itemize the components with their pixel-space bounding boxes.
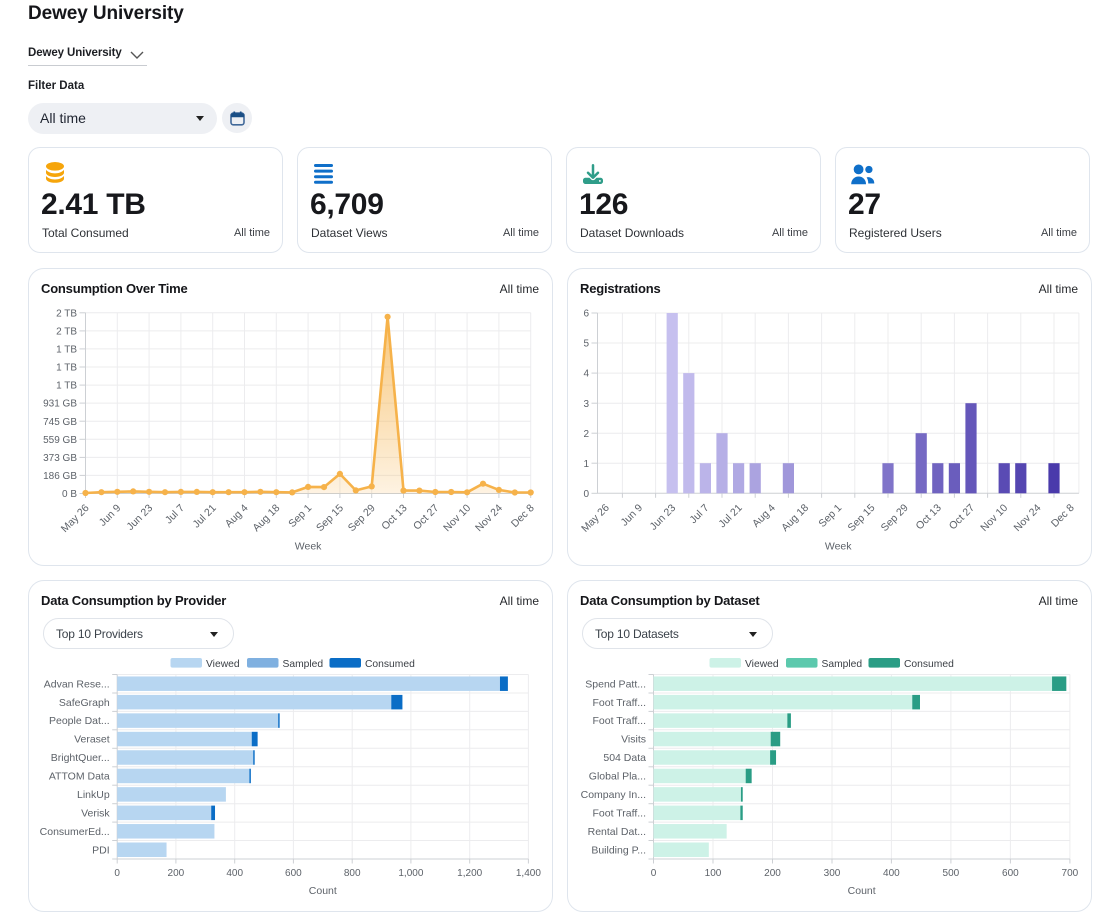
svg-text:Veraset: Veraset — [74, 734, 110, 746]
svg-text:Aug 4: Aug 4 — [223, 502, 251, 530]
svg-text:Foot Traff...: Foot Traff... — [593, 715, 647, 727]
svg-text:Oct 13: Oct 13 — [914, 502, 944, 532]
svg-text:Sampled: Sampled — [283, 659, 324, 670]
svg-text:Jul 21: Jul 21 — [716, 502, 744, 530]
svg-text:600: 600 — [285, 868, 302, 879]
svg-text:Viewed: Viewed — [745, 659, 779, 670]
svg-text:Verisk: Verisk — [81, 808, 110, 820]
svg-text:Foot Traff...: Foot Traff... — [593, 808, 647, 820]
svg-text:Sampled: Sampled — [822, 659, 863, 670]
svg-text:1 TB: 1 TB — [56, 363, 77, 374]
svg-text:400: 400 — [883, 868, 900, 879]
svg-text:ConsumerEd...: ConsumerEd... — [40, 826, 110, 838]
svg-text:931 GB: 931 GB — [43, 399, 77, 410]
svg-text:0: 0 — [114, 868, 120, 879]
svg-text:Jun 9: Jun 9 — [618, 502, 645, 529]
svg-text:Aug 4: Aug 4 — [750, 502, 778, 530]
svg-text:5: 5 — [583, 339, 589, 350]
svg-text:Jul 21: Jul 21 — [191, 502, 219, 530]
svg-text:Visits: Visits — [621, 734, 646, 746]
svg-text:800: 800 — [344, 868, 361, 879]
svg-text:Jun 23: Jun 23 — [124, 502, 155, 533]
svg-text:Sep 15: Sep 15 — [314, 502, 346, 534]
svg-text:Nov 24: Nov 24 — [473, 502, 505, 534]
svg-text:Building P...: Building P... — [591, 844, 646, 856]
svg-text:Jun 23: Jun 23 — [648, 502, 679, 533]
svg-text:Nov 10: Nov 10 — [441, 502, 473, 534]
svg-text:2 TB: 2 TB — [56, 327, 77, 338]
svg-text:200: 200 — [168, 868, 185, 879]
svg-text:Advan Rese...: Advan Rese... — [44, 678, 110, 690]
svg-text:Jul 7: Jul 7 — [163, 502, 187, 526]
svg-text:Dec 8: Dec 8 — [509, 502, 537, 530]
svg-text:Count: Count — [309, 885, 337, 897]
svg-text:200: 200 — [764, 868, 781, 879]
svg-text:504 Data: 504 Data — [603, 752, 646, 764]
svg-text:0: 0 — [583, 489, 589, 500]
svg-text:Week: Week — [825, 541, 852, 553]
svg-text:100: 100 — [705, 868, 722, 879]
svg-text:Jul 7: Jul 7 — [687, 502, 711, 526]
svg-text:Nov 10: Nov 10 — [978, 502, 1010, 534]
svg-text:600: 600 — [1002, 868, 1019, 879]
svg-text:Oct 13: Oct 13 — [379, 502, 409, 532]
svg-text:Consumed: Consumed — [365, 659, 415, 670]
svg-text:Rental Dat...: Rental Dat... — [588, 826, 646, 838]
svg-text:People Dat...: People Dat... — [49, 715, 110, 727]
svg-text:1: 1 — [583, 459, 589, 470]
svg-text:Sep 29: Sep 29 — [879, 502, 911, 534]
svg-text:500: 500 — [943, 868, 960, 879]
svg-text:Aug 18: Aug 18 — [779, 502, 811, 534]
svg-text:May 26: May 26 — [59, 502, 92, 535]
svg-text:1 TB: 1 TB — [56, 381, 77, 392]
svg-text:Viewed: Viewed — [206, 659, 240, 670]
svg-text:559 GB: 559 GB — [43, 435, 77, 446]
svg-text:300: 300 — [824, 868, 841, 879]
svg-text:SafeGraph: SafeGraph — [59, 697, 110, 709]
svg-text:2: 2 — [583, 429, 589, 440]
svg-text:Sep 1: Sep 1 — [286, 502, 314, 530]
svg-text:745 GB: 745 GB — [43, 417, 77, 428]
svg-text:Foot Traff...: Foot Traff... — [593, 697, 647, 709]
svg-text:2 TB: 2 TB — [56, 308, 77, 319]
svg-text:1 TB: 1 TB — [56, 345, 77, 356]
svg-text:3: 3 — [583, 399, 589, 410]
svg-text:Oct 27: Oct 27 — [411, 502, 441, 532]
svg-text:ATTOM Data: ATTOM Data — [49, 771, 110, 783]
svg-text:Company In...: Company In... — [581, 789, 646, 801]
svg-text:400: 400 — [226, 868, 243, 879]
svg-text:Consumed: Consumed — [904, 659, 954, 670]
svg-text:Sep 1: Sep 1 — [816, 502, 844, 530]
svg-text:Aug 18: Aug 18 — [250, 502, 282, 534]
svg-text:Sep 15: Sep 15 — [846, 502, 878, 534]
svg-text:1,400: 1,400 — [516, 868, 541, 879]
svg-text:Week: Week — [295, 541, 322, 553]
svg-text:0: 0 — [651, 868, 657, 879]
svg-text:6: 6 — [583, 309, 589, 320]
svg-text:4: 4 — [583, 369, 589, 380]
svg-text:Oct 27: Oct 27 — [947, 502, 977, 532]
svg-text:BrightQuer...: BrightQuer... — [51, 752, 110, 764]
svg-text:1,200: 1,200 — [457, 868, 482, 879]
svg-text:LinkUp: LinkUp — [77, 789, 110, 801]
svg-text:Spend Patt...: Spend Patt... — [585, 678, 646, 690]
svg-text:0 B: 0 B — [62, 489, 77, 500]
svg-text:Dec 8: Dec 8 — [1049, 502, 1077, 530]
svg-text:700: 700 — [1062, 868, 1079, 879]
svg-text:186 GB: 186 GB — [43, 471, 77, 482]
svg-text:PDI: PDI — [92, 844, 110, 856]
svg-text:Count: Count — [848, 885, 876, 897]
svg-text:Global Pla...: Global Pla... — [589, 771, 646, 783]
svg-text:Sep 29: Sep 29 — [346, 502, 378, 534]
svg-text:Nov 24: Nov 24 — [1012, 502, 1044, 534]
svg-text:May 26: May 26 — [579, 502, 612, 535]
svg-text:Jun 9: Jun 9 — [97, 502, 124, 529]
svg-text:373 GB: 373 GB — [43, 453, 77, 464]
svg-text:1,000: 1,000 — [398, 868, 423, 879]
